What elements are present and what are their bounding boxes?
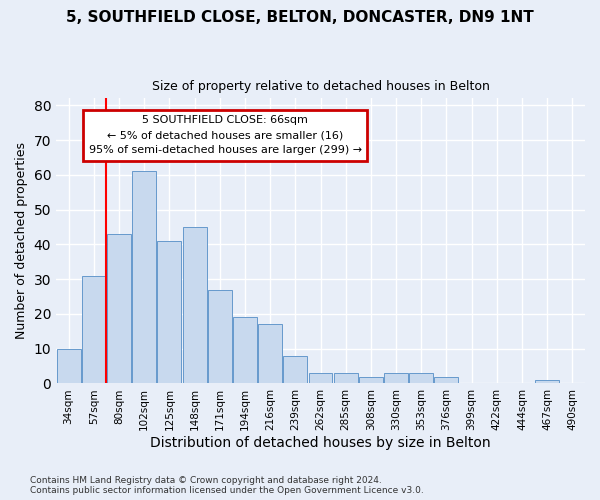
Bar <box>107 234 131 384</box>
Bar <box>233 318 257 384</box>
Bar <box>334 373 358 384</box>
Bar <box>157 241 181 384</box>
Title: Size of property relative to detached houses in Belton: Size of property relative to detached ho… <box>152 80 490 93</box>
Text: 5 SOUTHFIELD CLOSE: 66sqm
← 5% of detached houses are smaller (16)
95% of semi-d: 5 SOUTHFIELD CLOSE: 66sqm ← 5% of detach… <box>89 116 362 155</box>
X-axis label: Distribution of detached houses by size in Belton: Distribution of detached houses by size … <box>150 436 491 450</box>
Bar <box>208 290 232 384</box>
Bar <box>283 356 307 384</box>
Bar <box>535 380 559 384</box>
Text: 5, SOUTHFIELD CLOSE, BELTON, DONCASTER, DN9 1NT: 5, SOUTHFIELD CLOSE, BELTON, DONCASTER, … <box>66 10 534 25</box>
Bar <box>132 172 156 384</box>
Bar <box>409 373 433 384</box>
Bar <box>359 376 383 384</box>
Bar <box>434 376 458 384</box>
Bar <box>308 373 332 384</box>
Bar <box>56 348 80 384</box>
Bar <box>258 324 282 384</box>
Bar <box>82 276 106 384</box>
Bar <box>384 373 408 384</box>
Y-axis label: Number of detached properties: Number of detached properties <box>15 142 28 340</box>
Text: Contains HM Land Registry data © Crown copyright and database right 2024.
Contai: Contains HM Land Registry data © Crown c… <box>30 476 424 495</box>
Bar <box>182 227 206 384</box>
